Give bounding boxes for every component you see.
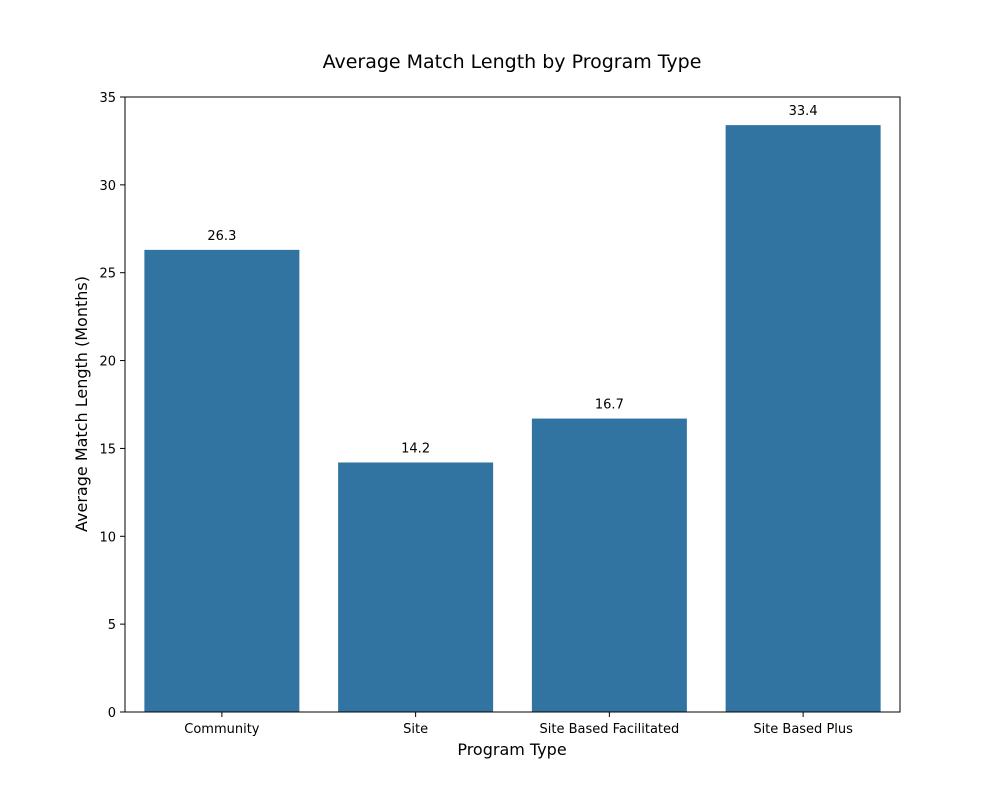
bar-1 [338, 462, 494, 712]
x-tick-label-3: Site Based Plus [753, 722, 853, 737]
y-tick-label-5: 25 [99, 267, 116, 282]
x-axis-label: Program Type [457, 740, 566, 759]
y-tick-label-0: 0 [108, 706, 116, 721]
chart-title: Average Match Length by Program Type [323, 51, 702, 73]
bar-0 [144, 249, 300, 712]
data-labels-group: 26.3 14.2 16.7 33.4 [207, 104, 817, 456]
data-label-3: 33.4 [789, 104, 818, 119]
bars-group [144, 125, 881, 713]
plot-frame [124, 96, 901, 713]
data-label-2: 16.7 [595, 398, 624, 413]
y-tick-label-6: 30 [99, 179, 116, 194]
data-label-1: 14.2 [401, 441, 430, 456]
y-tick-label-7: 35 [99, 91, 116, 106]
bar-3 [725, 125, 881, 713]
y-tick-label-2: 10 [99, 530, 116, 545]
x-axis: Community Site Site Based Facilitated Site … [184, 712, 853, 737]
y-tick-label-1: 5 [108, 618, 116, 633]
y-axis: 0 5 10 15 20 25 30 35 [99, 91, 125, 721]
data-label-0: 26.3 [207, 229, 236, 244]
bar-2 [531, 418, 687, 712]
x-tick-label-0: Community [184, 722, 260, 737]
y-tick-label-4: 20 [99, 355, 116, 370]
x-tick-label-2: Site Based Facilitated [539, 722, 679, 737]
y-axis-label: Average Match Length (Months) [72, 276, 91, 532]
y-tick-label-3: 15 [99, 442, 116, 457]
x-tick-label-1: Site [403, 722, 428, 737]
